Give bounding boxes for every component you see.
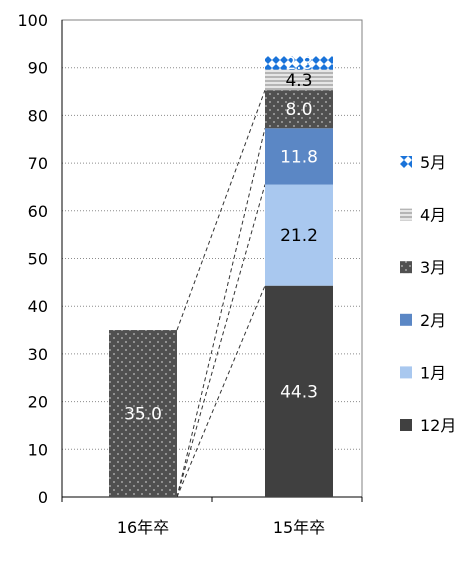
y-tick-label-90: 90 [28, 59, 48, 78]
x-axis-labels: 16年卒 15年卒 [117, 518, 325, 537]
bar-segment-1-4 [109, 330, 177, 497]
bars [109, 56, 333, 497]
data-label-2-6: 2.8 [285, 54, 312, 74]
legend-label-5: 1月 [420, 363, 446, 382]
legend-swatch-6 [400, 419, 412, 431]
y-tick-label-50: 50 [28, 250, 48, 269]
bar-segment-2-5 [265, 69, 333, 91]
bar-segment-2-4 [265, 90, 333, 129]
legend-label-3: 3月 [420, 258, 446, 277]
connector-line-4 [176, 89, 266, 331]
data-label-1-4: 35.0 [124, 405, 162, 425]
y-tick-label-0: 0 [38, 488, 48, 507]
y-tick-label-40: 40 [28, 297, 48, 316]
data-labels: 35.0 44.3 21.2 11.8 8.0 4.32.8 [124, 54, 318, 425]
legend-swatch-3 [400, 261, 412, 274]
legend-label-2: 4月 [420, 206, 446, 225]
data-label-2-4: 8.0 [285, 100, 312, 120]
connector-line-2 [176, 184, 266, 498]
y-tick-label-80: 80 [28, 106, 48, 125]
legend-label-4: 2月 [420, 311, 446, 330]
legend-label-6: 12月 [420, 416, 456, 435]
data-label-2-3: 11.8 [280, 147, 318, 167]
legend: 5月 4月 3月 2月 1月 12月 [400, 153, 456, 435]
y-tick-label-100: 100 [17, 11, 48, 30]
data-label-2-5: 4.3 [285, 71, 312, 91]
legend-swatch-4 [400, 313, 412, 326]
legend-swatch-5 [400, 366, 412, 379]
bar-segment-2-6 [265, 56, 333, 70]
connector-line-3 [176, 128, 266, 498]
x-category-label-2: 15年卒 [273, 518, 325, 537]
connector-line-1 [176, 285, 266, 498]
connector-lines [176, 89, 266, 498]
y-tick-label-10: 10 [28, 440, 48, 459]
legend-label-1: 5月 [420, 153, 446, 172]
x-category-label-1: 16年卒 [117, 518, 169, 537]
bar-segment-2-3 [265, 128, 333, 185]
data-label-2-2: 21.2 [280, 226, 318, 246]
y-tick-label-60: 60 [28, 202, 48, 221]
bar-segment-2-2 [265, 184, 333, 286]
y-tick-label-30: 30 [28, 345, 48, 364]
data-label-2-1: 44.3 [280, 382, 318, 402]
y-tick-label-70: 70 [28, 154, 48, 173]
y-tick-label-20: 20 [28, 393, 48, 412]
legend-swatch-1 [400, 156, 412, 168]
bar-segment-2-1 [265, 285, 333, 497]
legend-swatch-2 [400, 208, 412, 221]
